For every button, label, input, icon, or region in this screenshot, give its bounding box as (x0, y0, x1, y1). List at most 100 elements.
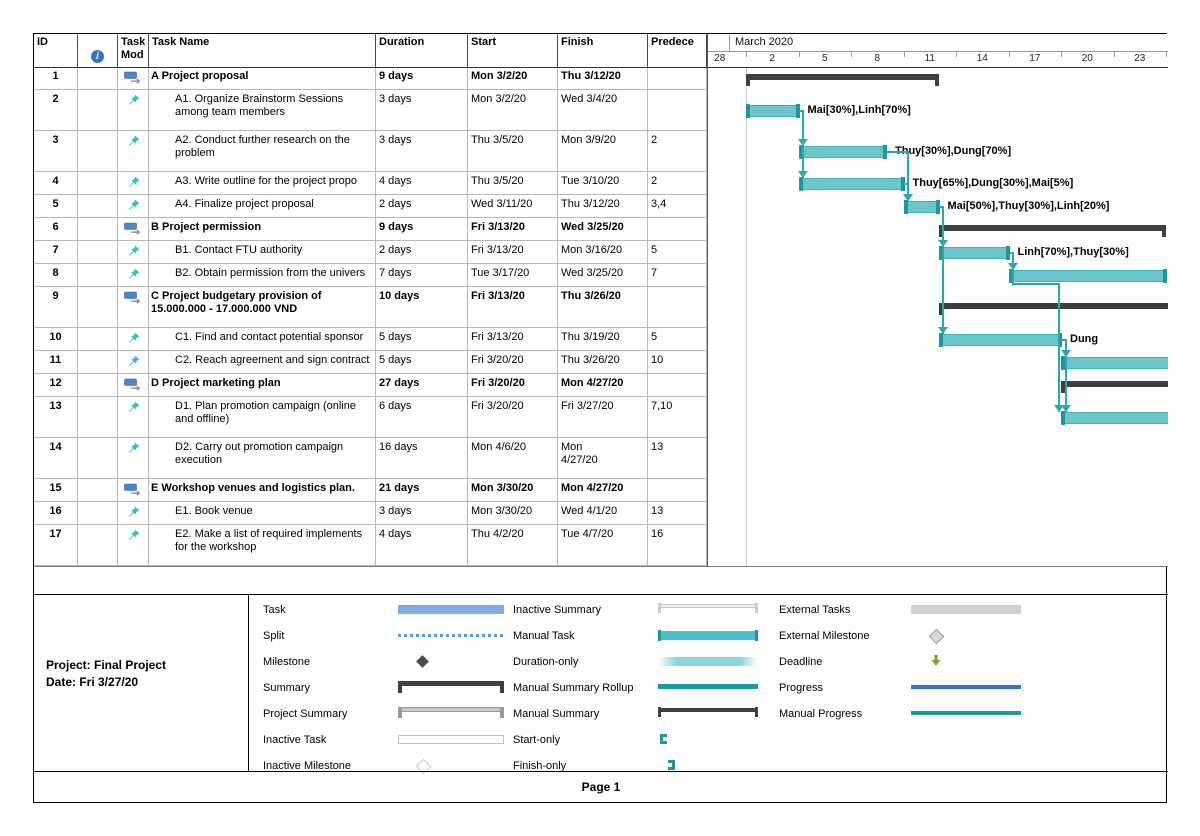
gantt-bar-task-11[interactable] (1061, 355, 1168, 370)
cell-finish-row-14[interactable]: Mon 4/27/20 (558, 438, 648, 479)
cell-id-row-9[interactable]: 9 (34, 287, 78, 328)
cell-task-name-row-15[interactable]: E Workshop venues and logistics plan. (149, 479, 376, 502)
cell-task-mode-row-11[interactable] (118, 351, 149, 374)
cell-predecessors-row-12[interactable] (648, 374, 707, 397)
cell-finish-row-8[interactable]: Wed 3/25/20 (558, 264, 648, 287)
cell-predecessors-row-4[interactable]: 2 (648, 172, 707, 195)
gantt-bar-summary-task-12[interactable] (1061, 380, 1168, 393)
gantt-bar-task-4[interactable] (798, 176, 905, 191)
cell-duration-row-16[interactable]: 3 days (376, 502, 468, 525)
cell-predecessors-row-11[interactable]: 10 (648, 351, 707, 374)
cell-id-row-1[interactable]: 1 (34, 67, 78, 90)
cell-task-name-row-5[interactable]: A4. Finalize project proposal (149, 195, 376, 218)
cell-duration-row-8[interactable]: 7 days (376, 264, 468, 287)
cell-start-row-12[interactable]: Fri 3/20/20 (468, 374, 558, 397)
cell-duration-row-4[interactable]: 4 days (376, 172, 468, 195)
cell-id-row-16[interactable]: 16 (34, 502, 78, 525)
cell-start-row-16[interactable]: Mon 3/30/20 (468, 502, 558, 525)
gantt-bar-task-10[interactable] (938, 332, 1062, 347)
cell-task-name-row-3[interactable]: A2. Conduct further research on the prob… (149, 131, 376, 172)
gantt-chart[interactable]: March 2020 28 2 5 8 11 14 17 20 23 Mai[30%],Linh[… (707, 34, 1168, 566)
cell-start-row-1[interactable]: Mon 3/2/20 (468, 67, 558, 90)
cell-task-mode-row-12[interactable] (118, 374, 149, 397)
cell-task-name-row-9[interactable]: C Project budgetary provision of 15.000.… (149, 287, 376, 328)
gantt-bar-task-7[interactable] (938, 245, 1010, 260)
cell-predecessors-row-1[interactable] (648, 67, 707, 90)
cell-duration-row-7[interactable]: 2 days (376, 241, 468, 264)
gantt-bar-summary-task-6[interactable] (938, 224, 1166, 237)
cell-task-mode-row-4[interactable] (118, 172, 149, 195)
cell-task-name-row-12[interactable]: D Project marketing plan (149, 374, 376, 397)
cell-start-row-15[interactable]: Mon 3/30/20 (468, 479, 558, 502)
cell-task-name-row-2[interactable]: A1. Organize Brainstorm Sessions among t… (149, 90, 376, 131)
cell-start-row-11[interactable]: Fri 3/20/20 (468, 351, 558, 374)
cell-finish-row-13[interactable]: Fri 3/27/20 (558, 397, 648, 438)
cell-finish-row-16[interactable]: Wed 4/1/20 (558, 502, 648, 525)
cell-id-row-2[interactable]: 2 (34, 90, 78, 131)
cell-id-row-7[interactable]: 7 (34, 241, 78, 264)
cell-task-mode-row-16[interactable] (118, 502, 149, 525)
cell-start-row-2[interactable]: Mon 3/2/20 (468, 90, 558, 131)
cell-task-name-row-10[interactable]: C1. Find and contact potential sponsor (149, 328, 376, 351)
cell-duration-row-5[interactable]: 2 days (376, 195, 468, 218)
cell-start-row-14[interactable]: Mon 4/6/20 (468, 438, 558, 479)
cell-finish-row-2[interactable]: Wed 3/4/20 (558, 90, 648, 131)
cell-duration-row-15[interactable]: 21 days (376, 479, 468, 502)
cell-id-row-11[interactable]: 11 (34, 351, 78, 374)
cell-id-row-10[interactable]: 10 (34, 328, 78, 351)
cell-predecessors-row-10[interactable]: 5 (648, 328, 707, 351)
cell-task-name-row-8[interactable]: B2. Obtain permission from the univers (149, 264, 376, 287)
gantt-bar-summary-task-1[interactable] (746, 73, 939, 86)
cell-start-row-13[interactable]: Fri 3/20/20 (468, 397, 558, 438)
cell-finish-row-1[interactable]: Thu 3/12/20 (558, 67, 648, 90)
cell-task-name-row-1[interactable]: A Project proposal (149, 67, 376, 90)
cell-id-row-14[interactable]: 14 (34, 438, 78, 479)
cell-predecessors-row-14[interactable]: 13 (648, 438, 707, 479)
cell-finish-row-9[interactable]: Thu 3/26/20 (558, 287, 648, 328)
cell-task-name-row-16[interactable]: E1. Book venue (149, 502, 376, 525)
cell-task-mode-row-1[interactable] (118, 67, 149, 90)
cell-id-row-12[interactable]: 12 (34, 374, 78, 397)
cell-finish-row-11[interactable]: Thu 3/26/20 (558, 351, 648, 374)
cell-task-mode-row-13[interactable] (118, 397, 149, 438)
cell-finish-row-4[interactable]: Tue 3/10/20 (558, 172, 648, 195)
cell-id-row-15[interactable]: 15 (34, 479, 78, 502)
cell-task-name-row-11[interactable]: C2. Reach agreement and sign contract (149, 351, 376, 374)
col-header-duration[interactable]: Duration (376, 34, 468, 67)
cell-predecessors-row-6[interactable] (648, 218, 707, 241)
cell-finish-row-12[interactable]: Mon 4/27/20 (558, 374, 648, 397)
cell-id-row-4[interactable]: 4 (34, 172, 78, 195)
cell-predecessors-row-2[interactable] (648, 90, 707, 131)
cell-duration-row-6[interactable]: 9 days (376, 218, 468, 241)
cell-task-mode-row-5[interactable] (118, 195, 149, 218)
cell-duration-row-13[interactable]: 6 days (376, 397, 468, 438)
cell-finish-row-15[interactable]: Mon 4/27/20 (558, 479, 648, 502)
cell-start-row-8[interactable]: Tue 3/17/20 (468, 264, 558, 287)
cell-finish-row-7[interactable]: Mon 3/16/20 (558, 241, 648, 264)
col-header-predecessors[interactable]: Predece (648, 34, 707, 67)
cell-task-mode-row-7[interactable] (118, 241, 149, 264)
cell-predecessors-row-17[interactable]: 16 (648, 525, 707, 566)
cell-duration-row-17[interactable]: 4 days (376, 525, 468, 566)
cell-predecessors-row-3[interactable]: 2 (648, 131, 707, 172)
cell-predecessors-row-16[interactable]: 13 (648, 502, 707, 525)
cell-id-row-8[interactable]: 8 (34, 264, 78, 287)
cell-task-mode-row-6[interactable] (118, 218, 149, 241)
cell-duration-row-9[interactable]: 10 days (376, 287, 468, 328)
cell-finish-row-3[interactable]: Mon 3/9/20 (558, 131, 648, 172)
cell-duration-row-12[interactable]: 27 days (376, 374, 468, 397)
cell-id-row-13[interactable]: 13 (34, 397, 78, 438)
cell-task-mode-row-15[interactable] (118, 479, 149, 502)
cell-duration-row-14[interactable]: 16 days (376, 438, 468, 479)
cell-task-mode-row-8[interactable] (118, 264, 149, 287)
col-header-finish[interactable]: Finish (558, 34, 648, 67)
cell-start-row-10[interactable]: Fri 3/13/20 (468, 328, 558, 351)
cell-predecessors-row-15[interactable] (648, 479, 707, 502)
cell-task-name-row-17[interactable]: E2. Make a list of required implements f… (149, 525, 376, 566)
cell-start-row-3[interactable]: Thu 3/5/20 (468, 131, 558, 172)
cell-task-mode-row-3[interactable] (118, 131, 149, 172)
cell-finish-row-17[interactable]: Tue 4/7/20 (558, 525, 648, 566)
cell-start-row-17[interactable]: Thu 4/2/20 (468, 525, 558, 566)
cell-start-row-9[interactable]: Fri 3/13/20 (468, 287, 558, 328)
gantt-bar-task-2[interactable] (746, 103, 800, 118)
